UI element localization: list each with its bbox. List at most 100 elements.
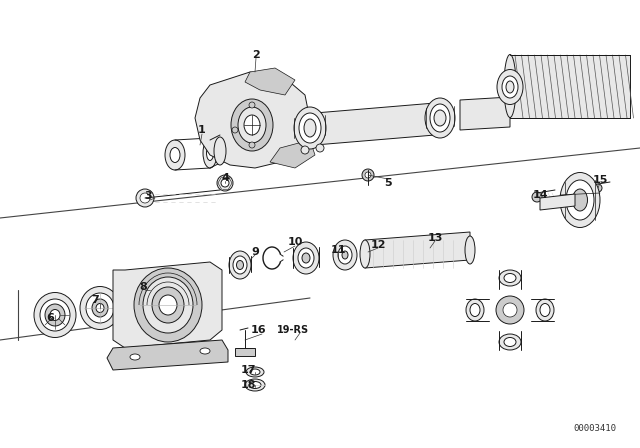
Ellipse shape [465,236,475,264]
Ellipse shape [342,251,348,259]
Ellipse shape [470,303,480,316]
Text: 13: 13 [428,233,443,243]
Polygon shape [113,262,222,348]
Ellipse shape [338,246,352,264]
Ellipse shape [159,295,177,315]
Text: 1: 1 [198,125,206,135]
Circle shape [140,193,150,203]
Circle shape [249,142,255,148]
Circle shape [496,296,524,324]
Ellipse shape [499,270,521,286]
Circle shape [362,169,374,181]
Ellipse shape [302,253,310,263]
Text: 18: 18 [240,380,256,390]
Ellipse shape [229,251,251,279]
Ellipse shape [497,69,523,104]
Ellipse shape [45,304,65,326]
Ellipse shape [203,138,217,168]
Text: 15: 15 [592,175,608,185]
Text: 9: 9 [251,247,259,257]
Ellipse shape [152,287,184,323]
Ellipse shape [34,293,76,337]
Text: 17: 17 [240,365,256,375]
Text: 10: 10 [287,237,303,247]
Ellipse shape [298,248,314,268]
Ellipse shape [231,99,273,151]
Text: 11: 11 [330,245,346,255]
Ellipse shape [134,268,202,342]
Ellipse shape [50,310,60,320]
Text: 14: 14 [532,190,548,200]
Ellipse shape [430,104,450,132]
Ellipse shape [299,113,321,143]
Ellipse shape [130,354,140,360]
Ellipse shape [170,147,180,163]
Polygon shape [460,97,510,130]
Ellipse shape [294,107,326,149]
Text: 3: 3 [144,191,152,201]
Text: 19-RS: 19-RS [277,325,309,335]
Circle shape [503,303,517,317]
Ellipse shape [360,240,370,268]
Polygon shape [540,194,575,210]
Ellipse shape [233,256,247,274]
Ellipse shape [573,189,588,211]
Ellipse shape [536,299,554,321]
Ellipse shape [238,107,266,143]
Circle shape [365,172,371,178]
Ellipse shape [310,113,320,145]
Bar [235,348,255,356]
Text: 5: 5 [384,178,392,188]
Text: 00003410: 00003410 [573,423,616,432]
Ellipse shape [237,260,243,270]
Ellipse shape [200,348,210,354]
Ellipse shape [249,382,261,388]
Ellipse shape [165,140,185,170]
Ellipse shape [293,242,319,274]
Ellipse shape [504,337,516,346]
Ellipse shape [466,299,484,321]
Ellipse shape [207,146,214,160]
Ellipse shape [143,277,193,333]
Ellipse shape [560,172,600,228]
Ellipse shape [250,369,260,375]
Circle shape [136,189,154,207]
Text: 4: 4 [221,173,229,183]
Text: 8: 8 [139,282,147,292]
Ellipse shape [214,137,226,165]
Text: 12: 12 [371,240,386,250]
Ellipse shape [430,103,440,135]
Circle shape [249,102,255,108]
Circle shape [221,179,229,187]
Circle shape [594,184,602,192]
Text: 6: 6 [46,313,54,323]
Polygon shape [245,68,295,95]
Ellipse shape [245,379,265,391]
Ellipse shape [506,81,514,93]
Ellipse shape [425,98,455,138]
Polygon shape [365,232,470,268]
Ellipse shape [504,273,516,283]
Ellipse shape [333,240,357,270]
Polygon shape [107,340,228,370]
Ellipse shape [434,110,446,126]
Polygon shape [510,55,630,118]
Ellipse shape [304,119,316,137]
Ellipse shape [86,293,114,323]
Ellipse shape [566,180,594,220]
Ellipse shape [40,299,70,331]
Ellipse shape [246,367,264,377]
Circle shape [217,175,233,191]
Ellipse shape [499,334,521,350]
Ellipse shape [96,303,104,313]
Circle shape [301,146,309,154]
Polygon shape [270,140,315,168]
Ellipse shape [540,303,550,316]
Circle shape [232,127,238,133]
Ellipse shape [92,299,108,317]
Polygon shape [315,103,435,145]
Text: 16: 16 [250,325,266,335]
Ellipse shape [504,55,516,117]
Ellipse shape [502,76,518,98]
Ellipse shape [80,287,120,329]
